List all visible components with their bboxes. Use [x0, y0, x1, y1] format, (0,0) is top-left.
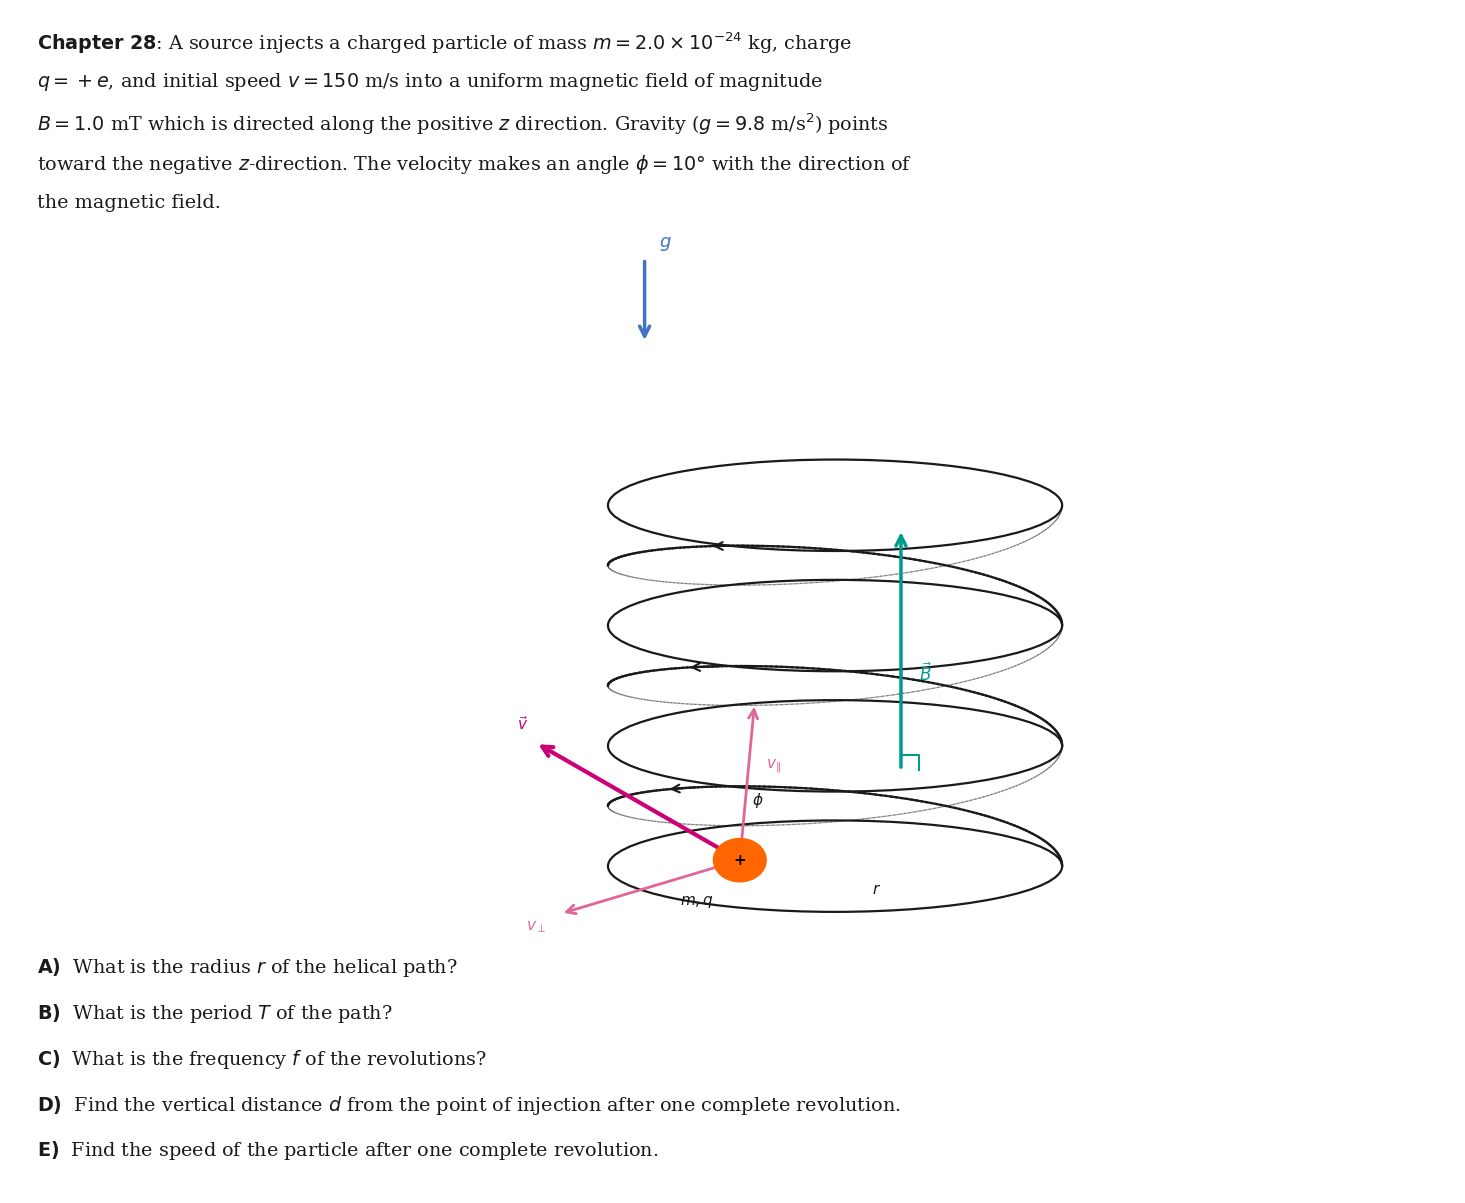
Text: $m, q$: $m, q$ — [680, 894, 713, 909]
Text: $\mathbf{D)}$  Find the vertical distance $d$ from the point of injection after : $\mathbf{D)}$ Find the vertical distance… — [37, 1094, 901, 1116]
Text: $\mathbf{C)}$  What is the frequency $f$ of the revolutions?: $\mathbf{C)}$ What is the frequency $f$ … — [37, 1048, 486, 1071]
Circle shape — [713, 838, 766, 882]
Text: $\phi$: $\phi$ — [752, 790, 763, 810]
Text: $\mathbf{A)}$  What is the radius $r$ of the helical path?: $\mathbf{A)}$ What is the radius $r$ of … — [37, 956, 457, 979]
Text: the magnetic field.: the magnetic field. — [37, 194, 220, 212]
Text: $\mathbf{Chapter\ 28}$: A source injects a charged particle of mass $m = 2.0 \ti: $\mathbf{Chapter\ 28}$: A source injects… — [37, 30, 851, 55]
Text: +: + — [734, 853, 746, 867]
Text: $\vec{B}$: $\vec{B}$ — [919, 663, 932, 685]
Text: $r$: $r$ — [872, 883, 880, 897]
Text: $v_\perp$: $v_\perp$ — [526, 919, 546, 936]
Text: $q = +e$, and initial speed $v = 150$ m/s into a uniform magnetic field of magni: $q = +e$, and initial speed $v = 150$ m/… — [37, 71, 823, 93]
Text: $B = 1.0$ mT which is directed along the positive $z$ direction. Gravity ($g = 9: $B = 1.0$ mT which is directed along the… — [37, 112, 888, 137]
Text: $g$: $g$ — [659, 235, 672, 253]
Text: $v_{\|}$: $v_{\|}$ — [766, 758, 781, 775]
Text: $\mathbf{E)}$  Find the speed of the particle after one complete revolution.: $\mathbf{E)}$ Find the speed of the part… — [37, 1139, 658, 1162]
Text: $\mathbf{B)}$  What is the period $T$ of the path?: $\mathbf{B)}$ What is the period $T$ of … — [37, 1002, 393, 1025]
Text: $\vec{v}$: $\vec{v}$ — [517, 716, 529, 733]
Text: toward the negative $z$-direction. The velocity makes an angle $\phi = 10°$ with: toward the negative $z$-direction. The v… — [37, 153, 911, 176]
